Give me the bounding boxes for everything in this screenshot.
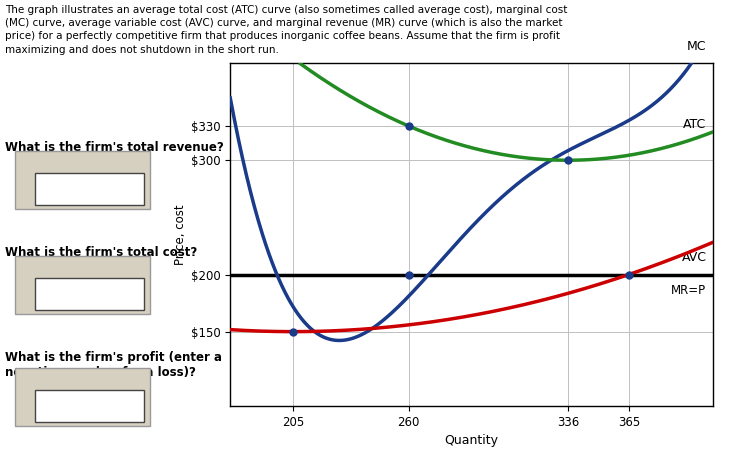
Text: What is the firm's total cost?: What is the firm's total cost?: [5, 246, 197, 259]
FancyBboxPatch shape: [15, 256, 150, 314]
Text: The graph illustrates an average total cost (ATC) curve (also sometimes called a: The graph illustrates an average total c…: [5, 5, 567, 55]
Text: Number: Number: [61, 259, 104, 269]
FancyBboxPatch shape: [35, 278, 144, 310]
X-axis label: Quantity: Quantity: [444, 434, 499, 447]
FancyBboxPatch shape: [15, 151, 150, 209]
Text: What is the firm's profit (enter a
negative number for a loss)?: What is the firm's profit (enter a negat…: [5, 351, 222, 379]
Text: $: $: [21, 190, 30, 204]
FancyBboxPatch shape: [35, 173, 144, 205]
Text: What is the firm's total revenue?: What is the firm's total revenue?: [5, 141, 224, 154]
Text: $: $: [21, 295, 30, 309]
Text: ATC: ATC: [683, 118, 706, 131]
Text: Number: Number: [61, 371, 104, 381]
Text: MC: MC: [687, 40, 706, 52]
Text: AVC: AVC: [681, 251, 706, 264]
Text: MR=P: MR=P: [671, 284, 706, 297]
FancyBboxPatch shape: [15, 368, 150, 426]
Y-axis label: Price, cost: Price, cost: [174, 204, 186, 265]
Text: $: $: [21, 407, 30, 421]
Text: Number: Number: [61, 154, 104, 164]
FancyBboxPatch shape: [35, 390, 144, 422]
